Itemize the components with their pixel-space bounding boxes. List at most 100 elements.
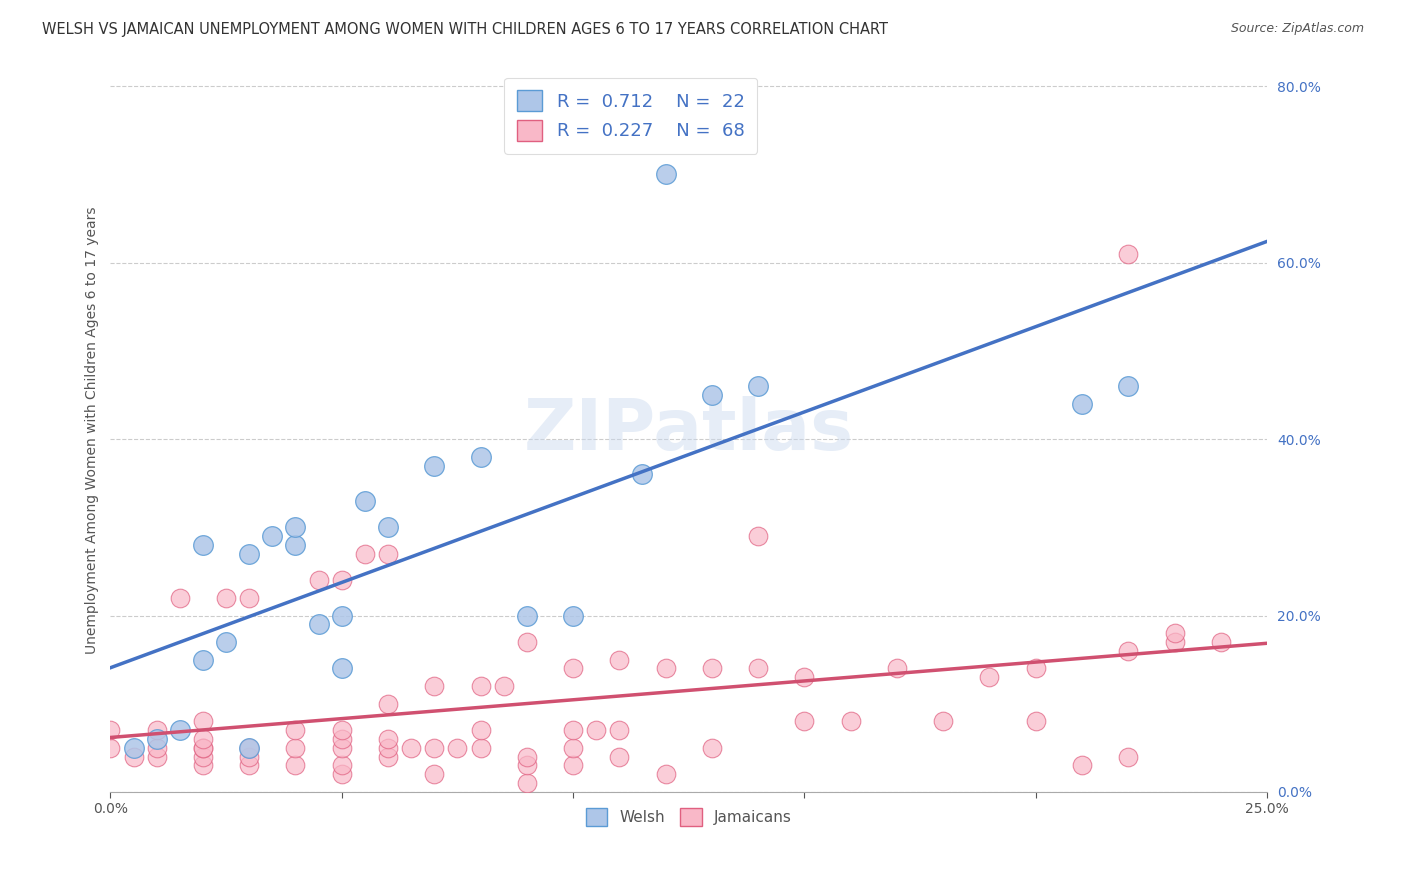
Y-axis label: Unemployment Among Women with Children Ages 6 to 17 years: Unemployment Among Women with Children A… — [86, 206, 100, 654]
Point — [932, 714, 955, 729]
Point — [191, 758, 214, 772]
Point — [377, 697, 399, 711]
Point — [747, 529, 769, 543]
Text: WELSH VS JAMAICAN UNEMPLOYMENT AMONG WOMEN WITH CHILDREN AGES 6 TO 17 YEARS CORR: WELSH VS JAMAICAN UNEMPLOYMENT AMONG WOM… — [42, 22, 889, 37]
Point — [423, 767, 446, 781]
Point — [284, 723, 307, 738]
Point — [886, 661, 908, 675]
Point — [238, 740, 260, 755]
Point — [423, 458, 446, 473]
Point — [238, 740, 260, 755]
Point — [377, 732, 399, 747]
Point — [215, 591, 238, 605]
Point — [377, 749, 399, 764]
Point — [145, 732, 167, 747]
Point — [191, 740, 214, 755]
Point — [423, 679, 446, 693]
Point — [700, 388, 723, 402]
Point — [654, 168, 676, 182]
Point — [516, 608, 538, 623]
Point — [470, 679, 492, 693]
Point — [562, 723, 585, 738]
Point — [979, 670, 1001, 684]
Point — [238, 758, 260, 772]
Point — [145, 749, 167, 764]
Point — [330, 758, 353, 772]
Point — [377, 520, 399, 534]
Point — [1116, 644, 1139, 658]
Point — [238, 749, 260, 764]
Point — [330, 767, 353, 781]
Point — [191, 652, 214, 666]
Point — [377, 740, 399, 755]
Point — [354, 493, 377, 508]
Point — [516, 776, 538, 790]
Point — [609, 723, 631, 738]
Point — [330, 732, 353, 747]
Point — [238, 591, 260, 605]
Point — [191, 714, 214, 729]
Point — [330, 740, 353, 755]
Point — [747, 661, 769, 675]
Point — [562, 740, 585, 755]
Point — [609, 652, 631, 666]
Point — [284, 520, 307, 534]
Point — [516, 635, 538, 649]
Point — [330, 608, 353, 623]
Point — [284, 538, 307, 552]
Point — [215, 635, 238, 649]
Point — [330, 723, 353, 738]
Point — [516, 758, 538, 772]
Point — [423, 740, 446, 755]
Point — [1116, 247, 1139, 261]
Point — [1116, 379, 1139, 393]
Point — [700, 661, 723, 675]
Point — [700, 740, 723, 755]
Point — [492, 679, 515, 693]
Point — [330, 661, 353, 675]
Point — [585, 723, 607, 738]
Point — [1163, 635, 1185, 649]
Point — [191, 740, 214, 755]
Point — [631, 467, 654, 482]
Point — [377, 547, 399, 561]
Point — [191, 732, 214, 747]
Point — [169, 591, 191, 605]
Point — [262, 529, 284, 543]
Point — [1209, 635, 1232, 649]
Text: ZIPatlas: ZIPatlas — [523, 396, 853, 465]
Point — [169, 723, 191, 738]
Point — [654, 661, 676, 675]
Point — [100, 740, 122, 755]
Point — [793, 670, 815, 684]
Point — [562, 758, 585, 772]
Point — [308, 617, 330, 632]
Point — [793, 714, 815, 729]
Point — [516, 749, 538, 764]
Legend: Welsh, Jamaicans: Welsh, Jamaicans — [576, 799, 801, 835]
Point — [1163, 626, 1185, 640]
Point — [191, 749, 214, 764]
Point — [562, 608, 585, 623]
Point — [1071, 758, 1094, 772]
Point — [145, 723, 167, 738]
Point — [191, 538, 214, 552]
Point — [1116, 749, 1139, 764]
Point — [330, 573, 353, 587]
Point — [100, 723, 122, 738]
Point — [399, 740, 422, 755]
Point — [747, 379, 769, 393]
Point — [470, 450, 492, 464]
Point — [446, 740, 468, 755]
Text: Source: ZipAtlas.com: Source: ZipAtlas.com — [1230, 22, 1364, 36]
Point — [1025, 714, 1047, 729]
Point — [238, 547, 260, 561]
Point — [562, 661, 585, 675]
Point — [284, 740, 307, 755]
Point — [609, 749, 631, 764]
Point — [1025, 661, 1047, 675]
Point — [145, 740, 167, 755]
Point — [1071, 397, 1094, 411]
Point — [470, 723, 492, 738]
Point — [354, 547, 377, 561]
